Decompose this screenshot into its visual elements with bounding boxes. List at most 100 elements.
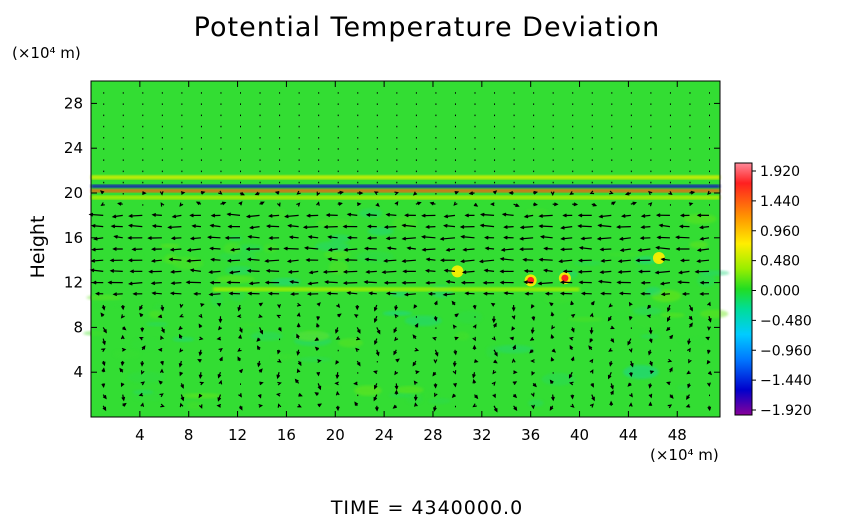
- wind-arrow: [617, 270, 631, 274]
- wind-arrow: [228, 270, 241, 275]
- wind-arrow: [478, 259, 495, 264]
- wind-arrow: [474, 394, 479, 400]
- wind-dot: [611, 148, 613, 150]
- wind-arrow: [414, 347, 420, 352]
- wind-arrow: [246, 257, 260, 262]
- wind-arrow: [512, 344, 516, 351]
- field-texture: [455, 310, 483, 324]
- wind-dot: [669, 159, 671, 161]
- wind-arrow: [210, 213, 221, 218]
- wind-dot: [142, 170, 144, 173]
- wind-dot: [376, 170, 378, 173]
- wind-arrow: [570, 300, 574, 306]
- wind-arrow: [648, 338, 653, 344]
- field-texture: [253, 402, 286, 410]
- wind-arrow: [247, 291, 260, 296]
- wind-dot: [318, 181, 320, 184]
- wind-dot: [611, 181, 613, 184]
- wind-arrow: [286, 259, 299, 264]
- wind-arrow: [591, 394, 595, 402]
- wind-arrow: [503, 291, 514, 296]
- wind-dot: [279, 170, 281, 173]
- wind-dot: [630, 114, 632, 117]
- x-tick-label: 8: [184, 426, 194, 444]
- wind-arrow: [288, 235, 299, 240]
- wind-dot: [279, 92, 281, 94]
- wind-dot: [396, 181, 398, 184]
- wind-arrow: [415, 370, 420, 375]
- wind-arrow: [209, 280, 221, 285]
- wind-arrow: [524, 291, 534, 296]
- wind-dot: [552, 372, 554, 374]
- wind-arrow: [276, 372, 281, 380]
- wind-dot: [454, 103, 456, 105]
- wind-dot: [200, 114, 202, 117]
- wind-arrow: [687, 347, 691, 353]
- wind-arrow: [568, 371, 573, 379]
- wind-dot: [591, 159, 593, 161]
- wind-arrow: [519, 225, 534, 230]
- wind-arrow: [509, 336, 514, 341]
- wind-dot: [474, 159, 476, 161]
- wind-arrow: [200, 303, 205, 307]
- wind-arrow: [669, 394, 674, 399]
- wind-arrow: [599, 247, 612, 252]
- wind-dot: [103, 92, 105, 94]
- wind-dot: [240, 159, 242, 161]
- wind-arrow: [100, 312, 105, 317]
- wind-arrow: [268, 213, 280, 218]
- wind-dot: [376, 148, 378, 150]
- wind-arrow: [147, 236, 162, 241]
- wind-arrow: [550, 356, 555, 362]
- wind-dot: [689, 137, 691, 139]
- colorbar: 1.920 1.440 0.960 0.480 0.000 −0.480 −0.960 −1.…: [734, 162, 812, 419]
- wind-arrow: [589, 358, 594, 364]
- wind-arrow: [218, 379, 223, 385]
- wind-arrow: [678, 270, 690, 275]
- wind-dot: [669, 125, 671, 128]
- wind-arrow: [640, 225, 651, 230]
- wind-dot: [181, 148, 183, 150]
- wind-arrow: [366, 236, 377, 240]
- field-texture: [271, 277, 301, 286]
- wind-arrow: [439, 258, 455, 263]
- wind-arrow: [425, 268, 436, 273]
- wind-arrow: [140, 402, 145, 407]
- wind-arrow: [434, 300, 438, 306]
- field-texture: [632, 316, 665, 328]
- wind-arrow: [140, 370, 145, 375]
- wind-arrow: [335, 360, 340, 365]
- wind-arrow: [159, 191, 164, 196]
- wind-arrow: [160, 304, 165, 312]
- wind-arrow: [453, 201, 458, 206]
- wind-arrow: [638, 269, 651, 274]
- wind-dot: [454, 137, 456, 139]
- wind-arrow: [375, 349, 380, 357]
- wind-arrow: [267, 247, 280, 251]
- wind-dot: [318, 170, 320, 173]
- wind-arrow: [138, 336, 144, 341]
- wind-arrow: [549, 302, 554, 307]
- wind-arrow: [460, 280, 475, 285]
- wind-arrow: [151, 291, 162, 296]
- wind-arrow: [490, 302, 496, 307]
- wind-arrow: [568, 336, 574, 341]
- wind-dot: [122, 92, 124, 94]
- wind-dot: [298, 159, 300, 161]
- wind-arrow: [335, 336, 341, 340]
- wind-arrow: [472, 324, 477, 329]
- wind-arrow: [655, 245, 670, 250]
- wind-arrow: [589, 312, 594, 318]
- field-texture: [270, 209, 287, 220]
- wind-dot: [200, 170, 202, 173]
- wind-arrow: [413, 380, 418, 385]
- wind-arrow: [648, 202, 653, 207]
- x-tick-label: 36: [521, 426, 540, 444]
- wind-arrow: [452, 370, 457, 375]
- wind-arrow: [132, 291, 143, 296]
- wind-arrow: [102, 394, 107, 400]
- wind-arrow: [414, 322, 419, 328]
- wind-arrow: [679, 213, 690, 218]
- wind-arrow: [141, 345, 146, 351]
- wind-arrow: [572, 202, 579, 207]
